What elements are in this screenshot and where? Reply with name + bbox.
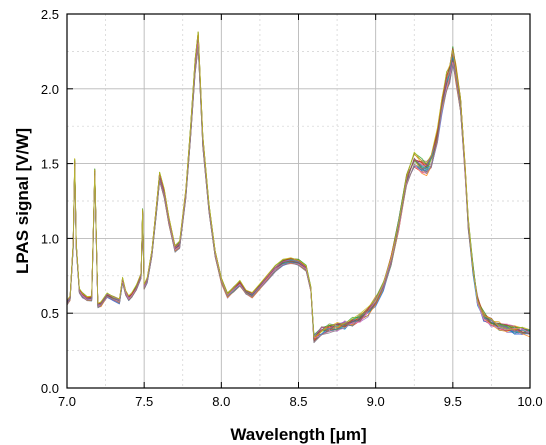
y-tick-label: 2.5 bbox=[41, 7, 59, 22]
y-tick-label: 0.5 bbox=[41, 306, 59, 321]
data-traces bbox=[66, 31, 531, 344]
y-axis-title: LPAS signal [V/W] bbox=[13, 128, 32, 274]
x-tick-label: 8.0 bbox=[212, 394, 230, 409]
axis-ticks: 7.0 7.5 8.0 8.5 9.0 9.5 10.0 0.0 0.5 1.0 1.5 2.0 2.5 bbox=[41, 7, 543, 409]
series-line bbox=[66, 46, 531, 344]
x-tick-label: 7.5 bbox=[135, 394, 153, 409]
y-tick-label: 2.0 bbox=[41, 82, 59, 97]
y-tick-label: 0.0 bbox=[41, 381, 59, 396]
x-tick-label: 9.0 bbox=[367, 394, 385, 409]
x-tick-label: 10.0 bbox=[517, 394, 542, 409]
x-tick-label: 7.0 bbox=[58, 394, 76, 409]
x-tick-label: 8.5 bbox=[289, 394, 307, 409]
y-tick-label: 1.0 bbox=[41, 231, 59, 246]
x-axis-title: Wavelength [μm] bbox=[230, 425, 366, 444]
y-tick-label: 1.5 bbox=[41, 157, 59, 172]
series-line bbox=[66, 31, 531, 338]
x-tick-label: 9.5 bbox=[444, 394, 462, 409]
